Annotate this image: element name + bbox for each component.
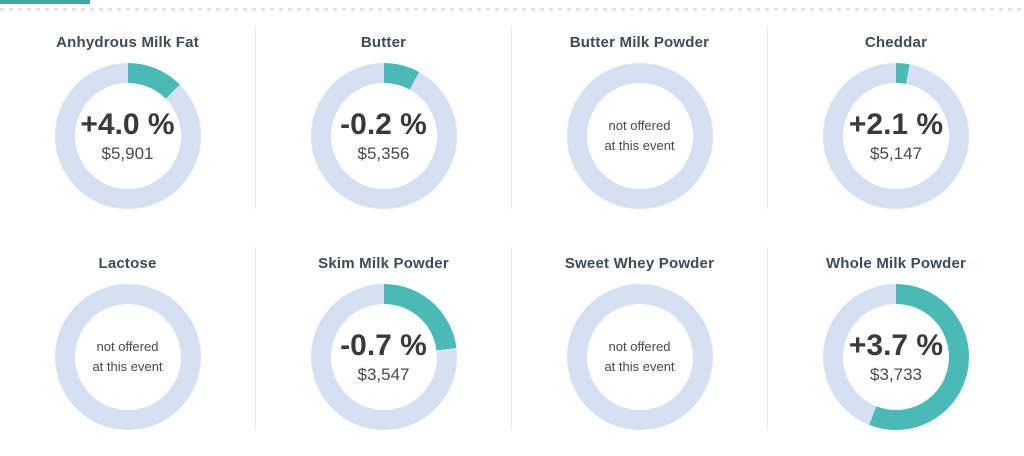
- card-butter-milk-powder: Butter Milk Powder not offered at this e…: [512, 26, 768, 209]
- card-title: Whole Milk Powder: [825, 255, 967, 272]
- donut-chart: not offered at this event: [566, 63, 713, 209]
- card-lactose: Lactose not offered at this event: [0, 247, 256, 430]
- donut-chart: not offered at this event: [54, 284, 201, 430]
- card-title: Anhydrous Milk Fat: [56, 34, 199, 51]
- price-value: $3,547: [357, 365, 410, 384]
- card-title: Lactose: [98, 255, 157, 272]
- card-whole-milk-powder: Whole Milk Powder +3.7 % $3,733: [768, 247, 1024, 430]
- not-offered-note: not offered at this event: [604, 337, 674, 377]
- change-percent: +3.7 %: [848, 329, 944, 362]
- not-offered-line2: at this event: [604, 359, 675, 374]
- not-offered-note: not offered at this event: [604, 116, 674, 156]
- card-title: Sweet Whey Powder: [564, 255, 715, 272]
- donut-center: -0.7 % $3,547: [340, 329, 427, 385]
- change-percent: +4.0 %: [80, 108, 175, 141]
- top-accent-line: [0, 0, 90, 4]
- donut-center: -0.2 % $5,356: [340, 108, 427, 164]
- donut-chart: not offered at this event: [566, 284, 713, 430]
- not-offered-line2: at this event: [92, 359, 163, 374]
- card-title: Butter Milk Powder: [569, 34, 710, 51]
- not-offered-note: not offered at this event: [92, 337, 162, 377]
- donut-center: +3.7 % $3,733: [849, 329, 943, 385]
- card-title: Butter: [360, 34, 407, 51]
- not-offered-line1: not offered: [96, 338, 159, 354]
- card-cheddar: Cheddar +2.1 % $5,147: [768, 26, 1024, 209]
- price-value: $3,733: [869, 365, 922, 384]
- kpi-grid: Anhydrous Milk Fat +4.0 % $5,901 Butter …: [0, 26, 1024, 430]
- card-sweet-whey-powder: Sweet Whey Powder not offered at this ev…: [512, 247, 768, 430]
- price-value: $5,356: [357, 144, 410, 163]
- card-anhydrous-milk-fat: Anhydrous Milk Fat +4.0 % $5,901: [0, 26, 256, 209]
- card-butter: Butter -0.2 % $5,356: [256, 26, 512, 209]
- donut-chart: +3.7 % $3,733: [823, 284, 969, 430]
- price-value: $5,901: [101, 144, 154, 163]
- not-offered-line1: not offered: [608, 117, 671, 133]
- donut-chart: -0.7 % $3,547: [310, 284, 457, 430]
- donut-chart: +4.0 % $5,901: [54, 63, 201, 209]
- card-title: Skim Milk Powder: [318, 255, 449, 272]
- change-percent: -0.7 %: [340, 329, 427, 362]
- card-title: Cheddar: [864, 34, 928, 51]
- card-skim-milk-powder: Skim Milk Powder -0.7 % $3,547: [256, 247, 512, 430]
- not-offered-line2: at this event: [604, 138, 675, 153]
- dashed-divider: [0, 8, 1024, 11]
- not-offered-line1: not offered: [608, 338, 671, 354]
- price-value: $5,147: [869, 144, 922, 163]
- change-percent: -0.2 %: [340, 108, 427, 141]
- donut-center: +4.0 % $5,901: [80, 108, 174, 164]
- change-percent: +2.1 %: [848, 108, 944, 141]
- donut-chart: -0.2 % $5,356: [310, 63, 457, 209]
- donut-center: +2.1 % $5,147: [849, 108, 943, 164]
- donut-chart: +2.1 % $5,147: [823, 63, 969, 209]
